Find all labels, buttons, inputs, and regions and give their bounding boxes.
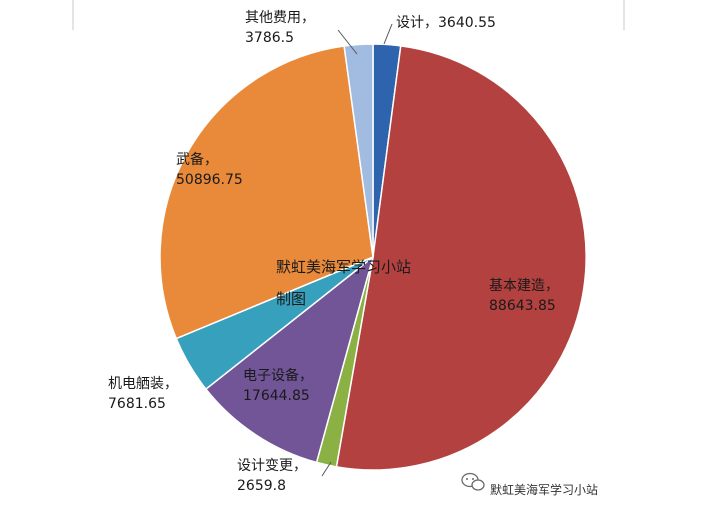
slice-label: 电子设备， 17644.85 [243,367,313,404]
wechat-icon [461,472,485,491]
slice-label-line: 设计，3640.55 [396,15,496,31]
slice-label: 武备， 50896.75 [176,151,243,188]
leader-line [321,461,332,477]
slice-label: 基本建造， 88643.85 [489,277,559,314]
slice-label-line: 其他费用， [245,10,315,26]
slice-label-line: 7681.65 [108,396,166,412]
slice-label-line: 2659.8 [237,478,286,494]
slice-label-line: 88643.85 [489,298,556,314]
slice-label-line: 3786.5 [245,30,294,46]
watermark-text: 默虹美海军学习小站 [490,482,598,497]
slice-labels: 设计，3640.55 基本建造， 88643.85 设计变更， 2659.8 电子设备， 1… [108,10,559,494]
overlay-text-line1: 默虹美海军学习小站 [276,258,411,276]
slice-label-line: 50896.75 [176,172,243,188]
overlay-text-line2: 制图 [276,290,306,308]
leader-lines [321,23,393,477]
pie-slices [159,43,587,471]
slice-label-line: 机电舾装， [108,375,178,392]
slice-label-line: 基本建造， [489,277,559,294]
slice-label: 设计，3640.55 [396,15,496,31]
slice-label: 其他费用， 3786.5 [245,10,315,46]
slice-label-line: 17644.85 [243,388,310,404]
pie-slice [204,254,375,464]
pie-slice [343,43,374,258]
slice-label-line: 武备， [176,151,218,168]
leader-line [337,29,358,55]
slice-label-line: 设计变更， [237,458,307,474]
slice-label-line: 电子设备， [243,367,313,384]
pie-slice [159,45,374,340]
slice-label: 机电舾装， 7681.65 [108,375,178,412]
watermark: 默虹美海军学习小站 [461,472,598,497]
slice-label: 设计变更， 2659.8 [237,458,307,494]
leader-line [383,23,393,45]
pie-slice [335,44,587,471]
